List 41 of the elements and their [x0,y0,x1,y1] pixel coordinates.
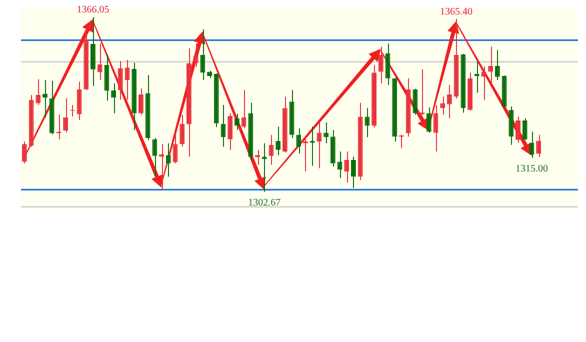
candlestick [118,60,123,100]
candlestick [522,118,528,140]
candlestick [111,82,116,114]
candlestick [97,42,102,81]
candlestick [166,142,171,178]
candlestick [412,88,418,116]
candlestick [351,156,356,189]
candlestick [63,98,68,133]
candlestick [180,114,185,148]
candlestick [104,54,110,102]
candlestick [262,142,267,192]
candlestick [344,150,350,183]
candlestick [529,131,534,158]
candlestick [474,61,480,94]
candlestick [193,42,198,68]
candlestick [536,134,542,158]
candlestick [440,96,446,116]
candlestick [228,112,233,150]
candlestick [316,122,322,169]
candlestick [364,108,370,138]
candlestick [234,113,240,130]
candlestick [494,50,500,81]
candlestick [446,84,452,119]
candlestick [152,138,158,178]
candlestick [90,16,96,87]
annotation: 1315.00 [515,163,548,174]
candlestick [22,141,27,164]
candlestick [516,116,520,144]
candlestick [268,134,274,166]
candlestick [138,88,144,116]
candlestick [36,78,41,106]
annotation: 1366.05 [76,4,110,16]
candlestick [488,46,494,84]
candlestick [241,89,246,129]
candlestick [200,28,206,81]
annotation: 1302.67 [248,197,281,208]
candlestick [426,106,432,134]
candlestick [296,128,302,154]
annotation: 1365.40 [440,6,473,18]
candlestick [378,46,384,84]
candlestick [276,126,281,156]
